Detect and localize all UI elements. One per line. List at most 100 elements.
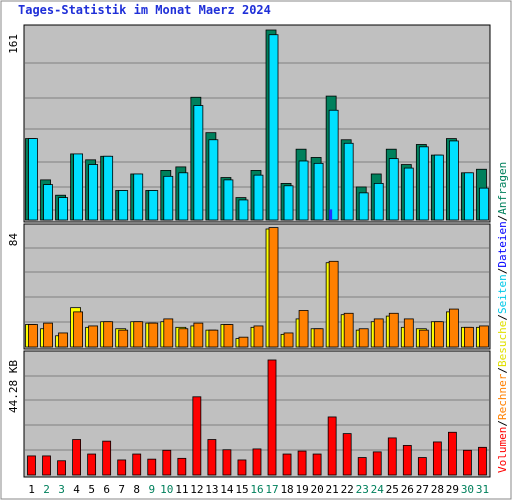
legend-seiten: Seiten (496, 274, 509, 314)
day-label-7: 7 (118, 483, 125, 496)
day-label-18: 18 (280, 483, 293, 496)
bar-dateien (343, 142, 354, 221)
bar-dateien (373, 183, 384, 221)
bar-volumen (57, 460, 66, 476)
bar-volumen (478, 446, 487, 476)
bar-seiten (329, 209, 333, 220)
bar-rechner (88, 325, 99, 348)
bar-dateien (298, 160, 309, 221)
day-label-8: 8 (133, 483, 140, 496)
bar-rechner (373, 318, 384, 348)
bar-dateien (88, 164, 99, 221)
bar-rechner (283, 332, 294, 348)
bar-volumen (342, 433, 352, 476)
bar-volumen (417, 457, 427, 476)
bar-volumen (207, 439, 217, 476)
bar-rechner (433, 321, 444, 348)
chart-title: Tages-Statistik im Monat Maerz 2024 (18, 3, 271, 17)
bar-rechner (28, 324, 38, 348)
day-label-9: 9 (148, 483, 155, 496)
bar-volumen (87, 453, 97, 476)
day-label-5: 5 (88, 483, 95, 496)
bar-rechner (464, 326, 474, 348)
bar-dateien (479, 187, 489, 221)
day-label-19: 19 (295, 483, 308, 496)
day-label-6: 6 (103, 483, 110, 496)
day-label-12: 12 (190, 483, 203, 496)
legend-sep5: / (496, 215, 509, 222)
bar-dateien (238, 199, 249, 221)
bar-rechner (178, 328, 189, 348)
bar-rechner (313, 328, 324, 348)
day-label-26: 26 (401, 483, 414, 496)
day-label-10: 10 (160, 483, 173, 496)
bar-dateien (163, 175, 174, 221)
bar-volumen (448, 431, 457, 476)
bar-dateien (313, 162, 324, 221)
bar-rechner (193, 322, 204, 348)
bar-volumen (147, 458, 157, 476)
bar-volumen (72, 439, 81, 476)
bar-volumen (402, 445, 412, 476)
bar-rechner (298, 310, 309, 348)
bar-rechner (268, 227, 279, 348)
bar-volumen (117, 459, 127, 476)
bar-rechner (358, 328, 369, 348)
bar-dateien (193, 105, 204, 221)
bar-volumen (252, 448, 262, 476)
day-label-20: 20 (311, 483, 324, 496)
legend-volumen: Volumen (496, 427, 509, 473)
bar-volumen (312, 453, 322, 476)
bar-volumen (162, 449, 172, 476)
legend-rechner: Rechner (496, 373, 509, 420)
bar-rechner (479, 325, 489, 348)
bar-dateien (283, 185, 294, 221)
bar-dateien (118, 190, 129, 221)
day-label-15: 15 (235, 483, 248, 496)
bar-dateien (418, 146, 429, 221)
day-label-4: 4 (73, 483, 80, 496)
legend-sep3: / (496, 314, 509, 321)
bar-rechner (43, 322, 53, 348)
legend-besuche: Besuche (496, 321, 509, 367)
day-label-1: 1 (28, 483, 35, 496)
bar-volumen (267, 359, 277, 476)
bar-volumen (357, 457, 367, 476)
bar-dateien (388, 158, 399, 221)
bar-dateien (358, 192, 369, 221)
bar-dateien (433, 154, 444, 221)
day-label-24: 24 (371, 483, 385, 496)
bar-volumen (297, 450, 307, 476)
bar-dateien (148, 190, 159, 221)
bar-volumen (192, 396, 202, 476)
day-label-13: 13 (205, 483, 218, 496)
legend-sep2: / (496, 367, 509, 374)
day-label-29: 29 (446, 483, 459, 496)
day-label-3: 3 (58, 483, 65, 496)
bar-rechner (388, 312, 399, 348)
bar-rechner (238, 336, 249, 348)
day-label-17: 17 (265, 483, 278, 496)
bar-volumen (237, 459, 247, 476)
y-axis-max-label-visits: 84 (7, 233, 20, 247)
bar-rechner (58, 332, 68, 348)
bar-volumen (327, 416, 337, 476)
bar-volumen (102, 440, 112, 476)
bar-volumen (432, 441, 442, 476)
bar-volumen (177, 457, 187, 476)
bar-rechner (73, 311, 83, 348)
bar-dateien (103, 155, 114, 221)
day-label-14: 14 (220, 483, 234, 496)
bar-volumen (387, 437, 397, 476)
legend-sep1: / (496, 420, 509, 427)
bar-dateien (328, 109, 339, 221)
bar-rechner (253, 325, 264, 348)
bar-volumen (132, 453, 142, 476)
bar-rechner (328, 260, 339, 348)
bar-rechner (118, 329, 129, 348)
bar-dateien (223, 179, 234, 221)
day-label-2: 2 (43, 483, 50, 496)
bar-volumen (222, 449, 232, 476)
bar-rechner (343, 312, 354, 348)
